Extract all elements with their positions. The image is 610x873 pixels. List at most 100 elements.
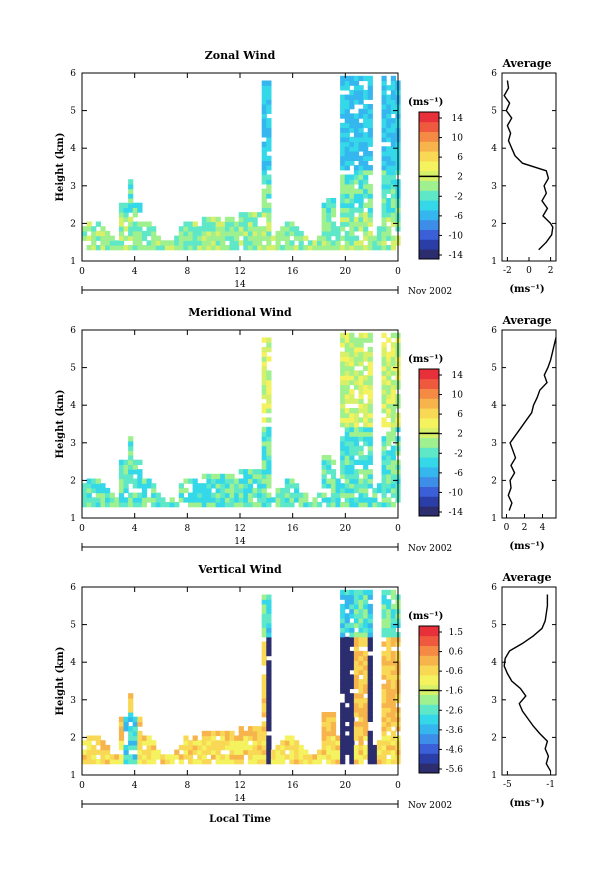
heatmap-cell (381, 450, 387, 456)
heatmap-cell (363, 660, 369, 666)
heatmap-cell (353, 744, 360, 751)
heatmap-cell (330, 478, 337, 484)
heatmap-cell (367, 641, 373, 647)
heatmap-cell (381, 361, 387, 367)
heatmap-cell (132, 464, 138, 470)
heatmap-cell (321, 207, 327, 213)
heatmap-cell (367, 193, 373, 199)
heatmap-cell (344, 683, 350, 690)
heatmap-cell (321, 497, 327, 503)
heatmap-cell (344, 459, 350, 465)
heatmap-cell (340, 618, 346, 624)
heatmap-cell (390, 356, 396, 362)
heatmap-cell (114, 245, 120, 251)
time-tick-label: 16 (287, 524, 299, 534)
heatmap-cell (386, 469, 392, 475)
heatmap-cell (298, 497, 304, 503)
heatmap-cell (266, 155, 272, 161)
heatmap-cell (261, 337, 267, 343)
heatmap-cell (344, 235, 350, 241)
heatmap-cell (252, 744, 258, 751)
heatmap-cell (261, 431, 267, 437)
heatmap-cell (349, 492, 355, 498)
time-tick-label: 12 (234, 781, 245, 791)
heatmap-cell (224, 730, 231, 737)
heatmap-cell (128, 740, 134, 746)
heatmap-cell (344, 188, 350, 194)
heatmap-cell (215, 216, 221, 223)
heatmap-cell (224, 759, 231, 765)
panel-title: Meridional Wind (188, 306, 292, 319)
heatmap-cell (215, 240, 221, 246)
heatmap-cell (344, 230, 350, 237)
heatmap-cell (363, 337, 369, 343)
heatmap-cell (358, 608, 364, 614)
heatmap-cell (367, 459, 373, 465)
heatmap-cell (340, 99, 346, 105)
heatmap-cell (363, 618, 369, 624)
heatmap-cell (321, 744, 327, 751)
heatmap-cell (146, 226, 152, 232)
heatmap-cell (386, 384, 392, 390)
colorbar-tick-label: -4.6 (446, 745, 464, 755)
heatmap-cell (344, 618, 350, 624)
heatmap-cell (340, 141, 346, 147)
heatmap-cell (298, 230, 304, 237)
heatmap-cell (386, 235, 392, 241)
colorbar-swatch (419, 131, 439, 142)
heatmap-cell (344, 151, 350, 157)
heatmap-cell (128, 183, 134, 190)
heatmap-cell (252, 759, 258, 765)
heatmap-cell (266, 712, 272, 718)
heatmap-cell (294, 497, 300, 503)
heatmap-cell (367, 618, 373, 624)
heatmap-cell (326, 221, 332, 227)
heatmap-cell (358, 641, 364, 647)
heatmap-cell (340, 679, 346, 685)
heatmap-cell (178, 492, 184, 498)
heatmap-cell (284, 744, 290, 751)
heatmap-cell (289, 478, 295, 484)
heatmap-cell (344, 478, 350, 484)
heatmap-cell (312, 502, 318, 508)
colorbar-swatch (419, 418, 439, 429)
heatmap-cell (247, 754, 254, 760)
heatmap-cell (353, 726, 360, 732)
heatmap-cell (86, 759, 92, 765)
heatmap-cell (118, 226, 125, 232)
heatmap-cell (367, 240, 373, 246)
heatmap-cell (224, 230, 231, 237)
heatmap-cell (353, 702, 360, 708)
heatmap-cell (340, 132, 346, 138)
profile-frame (501, 586, 557, 776)
heatmap-cell (266, 379, 272, 386)
month-label: Nov 2002 (408, 287, 452, 297)
colorbar-unit: (ms⁻¹) (408, 611, 443, 622)
heatmap-cell (358, 99, 364, 105)
colorbar-tick-label: -6 (454, 212, 463, 222)
heatmap-cell (247, 212, 254, 218)
height-tick-label: 4 (70, 658, 76, 668)
heatmap-cell (344, 356, 350, 362)
heatmap-cell (363, 594, 369, 600)
heatmap-cell (280, 235, 286, 241)
heatmap-cell (128, 712, 134, 718)
heatmap-cell (344, 346, 350, 353)
heatmap-cell (298, 235, 304, 241)
heatmap-cell (349, 226, 355, 232)
heatmap-cell (381, 665, 387, 671)
heatmap-cell (321, 226, 327, 232)
heatmap-cell (183, 744, 189, 751)
heatmap-cell (100, 497, 106, 503)
heatmap-cell (353, 683, 360, 690)
heatmap-cell (358, 450, 364, 456)
heatmap-cell (363, 608, 369, 614)
heatmap-cell (178, 235, 184, 241)
heatmap-cell (390, 221, 396, 227)
heatmap-cell (224, 478, 231, 484)
colorbar-tick-label: 6 (457, 153, 463, 163)
heatmap-cell (326, 497, 332, 503)
heatmap-cell (132, 202, 138, 208)
heatmap-cell (353, 384, 360, 390)
heatmap-cell (386, 146, 392, 152)
